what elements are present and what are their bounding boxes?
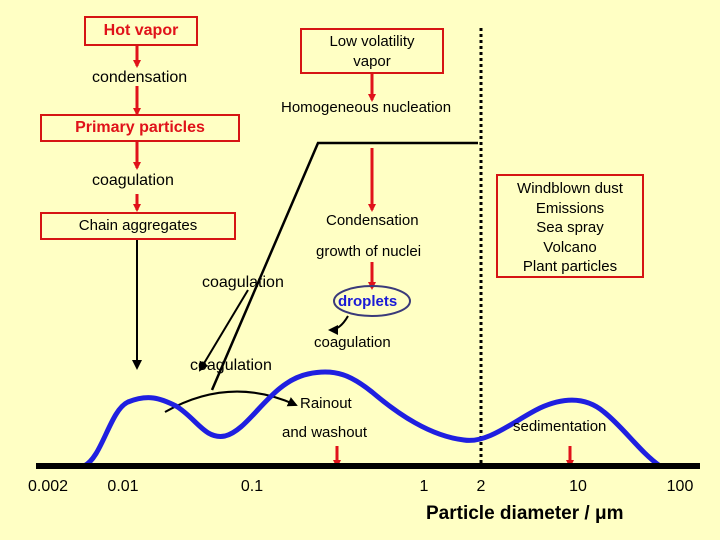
tick-label: 100 — [666, 478, 694, 495]
condensation-cap-label: Condensation — [326, 212, 419, 229]
droplets-label: droplets — [338, 293, 398, 310]
and-washout-label: and washout — [282, 424, 368, 441]
size-distribution-curve — [81, 369, 663, 469]
source-emissions: Emissions — [535, 199, 605, 217]
hot-vapor-box: Hot vapor — [84, 16, 198, 46]
coagulation-label-3: coagulation — [314, 334, 391, 351]
source-volcano: Volcano — [543, 238, 597, 256]
tick-label: 1 — [419, 478, 429, 495]
chain-aggregates-box: Chain aggregates — [40, 212, 236, 240]
source-sea-spray: Sea spray — [536, 219, 604, 236]
homogeneous-nucleation-label: Homogeneous nucleation — [281, 99, 452, 116]
tick-label: 0.002 — [27, 478, 69, 495]
coagulation-label-1: coagulation — [92, 172, 174, 189]
arrow-rainout — [164, 390, 298, 413]
tick-label: 0.01 — [107, 478, 139, 495]
low-volatility-line2: vapor — [353, 53, 391, 70]
tick-label: 10 — [569, 478, 587, 495]
x-axis-title: Particle diameter / μm — [426, 503, 624, 524]
sedimentation-label: sedimentation — [513, 418, 607, 435]
growth-of-nuclei-label: growth of nuclei — [316, 243, 422, 260]
source-windblown-dust: Windblown dust — [517, 180, 623, 197]
low-volatility-box: Low volatility vapor — [300, 28, 444, 74]
low-volatility-line1: Low volatility — [329, 33, 415, 50]
arrow-droplets-to-curve — [328, 315, 349, 335]
coagulation-label-4: coagulation — [190, 357, 272, 374]
arrow-coag-to-first-mode — [198, 289, 249, 372]
sources-box: Windblown dust Emissions Sea spray Volca… — [496, 174, 644, 278]
primary-particles-box: Primary particles — [40, 114, 240, 142]
tick-label: 0.1 — [240, 478, 264, 495]
source-plant-particles: Plant particles — [522, 258, 618, 275]
condensation-label: condensation — [92, 69, 188, 86]
coagulation-label-2: coagulation — [202, 274, 284, 291]
tick-label: 2 — [476, 478, 486, 495]
rainout-label: Rainout — [300, 395, 352, 412]
nucleation-bracket — [210, 141, 478, 391]
droplets-ellipse — [333, 285, 411, 317]
